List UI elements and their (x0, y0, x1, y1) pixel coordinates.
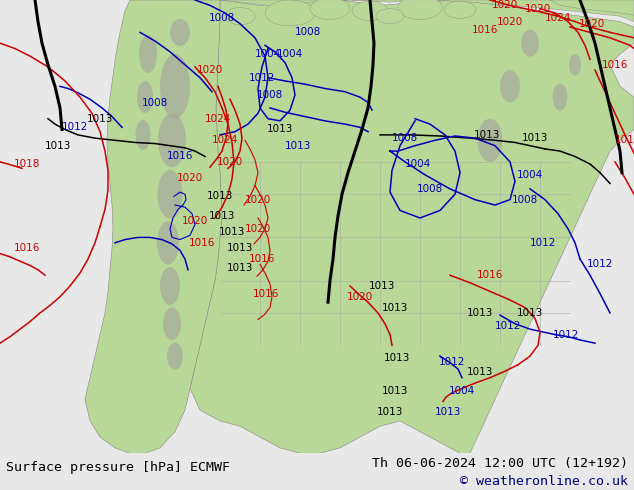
Text: 1013: 1013 (227, 243, 253, 253)
Text: 1013: 1013 (384, 353, 410, 363)
Ellipse shape (137, 81, 153, 113)
Text: 1016: 1016 (14, 243, 40, 253)
Ellipse shape (160, 267, 180, 305)
Ellipse shape (352, 1, 388, 21)
Ellipse shape (398, 0, 442, 20)
Text: 1012: 1012 (553, 330, 579, 340)
Ellipse shape (477, 119, 503, 162)
Text: 1013: 1013 (517, 308, 543, 318)
Ellipse shape (136, 120, 150, 150)
Ellipse shape (225, 7, 255, 25)
Text: 1004: 1004 (449, 386, 475, 395)
Text: 1020: 1020 (497, 17, 523, 26)
Text: 1013: 1013 (209, 211, 235, 221)
Text: 1020: 1020 (525, 3, 551, 14)
Text: 1024: 1024 (545, 13, 571, 24)
Text: 1004: 1004 (517, 170, 543, 180)
Text: 1012: 1012 (61, 122, 88, 132)
Text: 1004: 1004 (277, 49, 303, 59)
Text: 1013: 1013 (474, 130, 500, 140)
Ellipse shape (521, 30, 539, 57)
Text: 1016: 1016 (167, 151, 193, 162)
Text: 1004: 1004 (255, 49, 281, 59)
Text: 1024: 1024 (212, 135, 238, 146)
Text: 1012: 1012 (495, 321, 521, 331)
Text: 1008: 1008 (512, 195, 538, 205)
Ellipse shape (310, 0, 350, 20)
Ellipse shape (139, 35, 157, 73)
Text: 1020: 1020 (245, 195, 271, 205)
Text: 1012: 1012 (439, 357, 465, 367)
Text: 1013: 1013 (45, 141, 71, 151)
Text: 1013: 1013 (377, 407, 403, 417)
Ellipse shape (265, 0, 315, 26)
Text: 1020: 1020 (245, 224, 271, 234)
Ellipse shape (158, 113, 186, 167)
Text: 1016: 1016 (615, 135, 634, 146)
Text: 1008: 1008 (209, 13, 235, 24)
Text: 1016: 1016 (253, 289, 279, 298)
Text: 1013: 1013 (435, 407, 461, 417)
Text: 1013: 1013 (522, 133, 548, 143)
Text: 1018: 1018 (14, 159, 40, 169)
Text: 1013: 1013 (382, 302, 408, 313)
Text: 1013: 1013 (467, 308, 493, 318)
Text: 1008: 1008 (257, 90, 283, 100)
Ellipse shape (157, 221, 179, 265)
Text: 1020: 1020 (177, 173, 203, 183)
Ellipse shape (163, 308, 181, 340)
Text: 1020: 1020 (347, 292, 373, 302)
Polygon shape (550, 0, 634, 15)
Ellipse shape (167, 343, 183, 369)
Ellipse shape (376, 9, 404, 24)
Text: 1013: 1013 (267, 124, 293, 134)
Ellipse shape (170, 19, 190, 46)
Text: 1020: 1020 (182, 216, 208, 226)
Text: 1024: 1024 (205, 114, 231, 123)
Text: Surface pressure [hPa] ECMWF: Surface pressure [hPa] ECMWF (6, 461, 230, 474)
Text: 1020: 1020 (197, 65, 223, 75)
Text: 1016: 1016 (189, 238, 215, 248)
Text: 1008: 1008 (417, 184, 443, 194)
Ellipse shape (160, 54, 190, 119)
Text: 1012: 1012 (530, 238, 556, 248)
Text: 1020: 1020 (217, 157, 243, 167)
Text: 1016: 1016 (249, 254, 275, 264)
Text: 1008: 1008 (295, 27, 321, 37)
Text: 1012: 1012 (249, 73, 275, 83)
Text: Th 06-06-2024 12:00 UTC (12+192): Th 06-06-2024 12:00 UTC (12+192) (372, 457, 628, 470)
Text: 1020: 1020 (579, 19, 605, 29)
Ellipse shape (552, 84, 567, 111)
Text: 1013: 1013 (207, 192, 233, 201)
Ellipse shape (569, 54, 581, 75)
Text: 1013: 1013 (87, 114, 113, 123)
Text: 1016: 1016 (472, 25, 498, 35)
Text: 1013: 1013 (467, 368, 493, 377)
Text: 1012: 1012 (587, 259, 613, 270)
Ellipse shape (444, 1, 476, 18)
Text: 1008: 1008 (392, 133, 418, 143)
Text: 1016: 1016 (477, 270, 503, 280)
Text: 1013: 1013 (382, 386, 408, 395)
Text: 1004: 1004 (405, 159, 431, 169)
Text: 1008: 1008 (142, 98, 168, 107)
Polygon shape (190, 0, 634, 453)
Ellipse shape (157, 170, 183, 219)
Text: 1013: 1013 (285, 141, 311, 151)
Text: 1020: 1020 (492, 0, 518, 10)
Polygon shape (220, 0, 634, 22)
Text: 1016: 1016 (602, 60, 628, 70)
Text: 1013: 1013 (369, 281, 395, 291)
Polygon shape (85, 0, 222, 453)
Text: 1013: 1013 (227, 263, 253, 272)
Text: © weatheronline.co.uk: © weatheronline.co.uk (460, 475, 628, 489)
Text: 1013: 1013 (219, 227, 245, 237)
Ellipse shape (500, 70, 520, 102)
